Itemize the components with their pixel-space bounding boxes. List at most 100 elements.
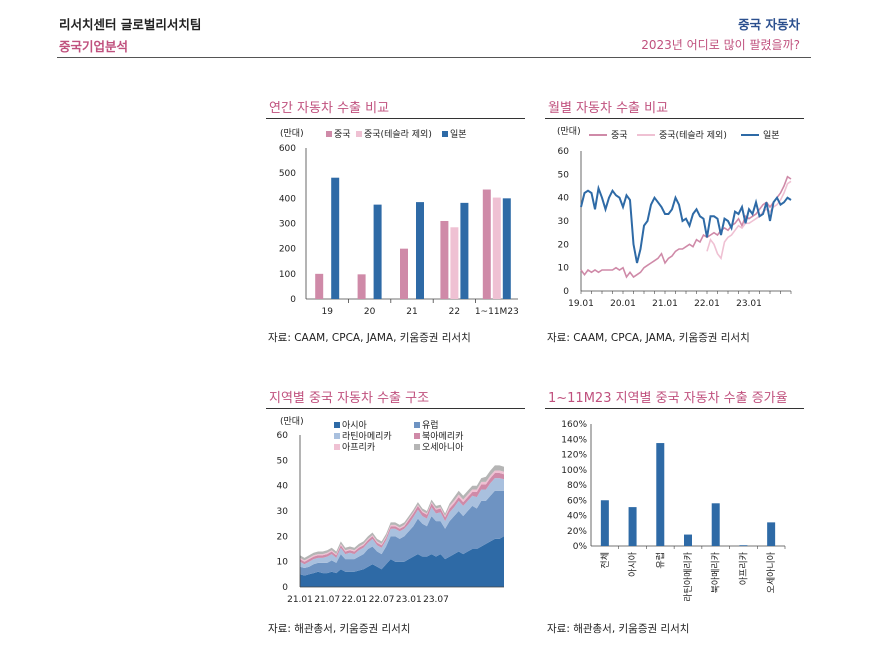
y-tick-label: 300 [279, 220, 296, 230]
bar-중국 [357, 274, 366, 299]
bar-북아메리카 [711, 503, 720, 546]
y-tick-label: 20% [567, 527, 587, 537]
bar-아프리카 [739, 545, 748, 546]
bar-일본 [502, 198, 511, 299]
legend-swatch [334, 444, 340, 450]
bar-일본 [373, 204, 382, 299]
panel3-source: 자료: 해관총서, 키움증권 리서치 [268, 623, 411, 635]
header-topic: 중국 자동차 [738, 17, 800, 32]
panel1-rule [266, 118, 525, 119]
bar-일본 [331, 177, 340, 299]
panel1-source: 자료: CAAM, CPCA, JAMA, 키움증권 리서치 [268, 332, 471, 344]
header-section: 중국기업분석 [59, 39, 129, 54]
legend-label: 중국(테슬라 제외) [659, 129, 727, 141]
line-중국(테슬라 제외) [706, 180, 792, 261]
unit-label: (만대) [557, 126, 581, 137]
y-tick-label: 0 [563, 287, 569, 297]
y-tick-label: 0 [290, 295, 296, 305]
legend-swatch [414, 422, 420, 428]
y-tick-label: 60 [277, 431, 289, 441]
line-일본 [580, 184, 792, 264]
y-tick-label: 160% [561, 420, 587, 430]
region-growth-chart: 0% 20% 40% 60% 80% 100% 120% 140% 160% 전체 아시아 유럽 라틴아… [561, 420, 786, 602]
y-tick-label: 140% [561, 435, 587, 445]
panel3-title: 지역별 중국 자동차 수출 구조 [269, 391, 430, 406]
x-tick-label: 21.01 [287, 595, 313, 605]
legend-label: 일본 [763, 130, 780, 141]
x-tick-label: 아시아 [628, 551, 639, 577]
bar-유럽 [656, 443, 665, 546]
legend-swatch [334, 433, 340, 439]
legend-label: 중국(테슬라 제외) [364, 128, 432, 140]
bar-중국 [440, 220, 449, 299]
y-tick-label: 30 [558, 217, 570, 227]
bar-아시아 [628, 507, 637, 546]
legend-swatch [356, 131, 362, 137]
header-divider [57, 57, 811, 58]
legend-swatch [334, 422, 340, 428]
y-tick-label: 10 [277, 558, 289, 568]
x-tick-label: 21.01 [652, 299, 678, 309]
y-tick-label: 10 [558, 264, 570, 274]
x-tick-label: 21.07 [314, 595, 340, 605]
legend-label: 북아메리카 [422, 431, 463, 442]
y-tick-label: 100% [561, 466, 587, 476]
panel2-title: 월별 자동차 수출 비교 [548, 101, 669, 116]
header-report-title: 2023년 어디로 많이 팔렸을까? [641, 38, 800, 52]
x-tick-label: 19.01 [568, 299, 594, 309]
x-tick-label: 22.01 [694, 299, 720, 309]
legend-swatch [414, 433, 420, 439]
y-tick-label: 120% [561, 451, 587, 461]
x-tick-label: 전체 [600, 552, 611, 569]
annual-export-chart: (만대) 0 100 200 300 400 500 600 19 20 21 22 1~11M23 중국… [279, 128, 519, 317]
legend-label: 일본 [450, 129, 467, 140]
bar-중국(테슬라 제외) [492, 197, 501, 299]
x-tick-label: 라틴아메리카 [683, 552, 694, 602]
bar-중국 [400, 248, 408, 299]
legend-swatch [414, 444, 420, 450]
legend-label: 중국 [611, 130, 628, 141]
y-tick-label: 60% [567, 496, 587, 506]
area-라틴아메리카 [300, 478, 504, 568]
y-tick-label: 50 [277, 456, 289, 466]
panel3-rule [266, 408, 525, 409]
x-tick-label: 22.07 [369, 595, 395, 605]
legend-swatch [442, 131, 448, 137]
unit-label: (만대) [280, 128, 304, 139]
y-tick-label: 20 [558, 240, 570, 250]
bar-중국 [315, 273, 324, 299]
unit-label: (만대) [280, 416, 304, 427]
x-tick-label: 20.01 [610, 299, 636, 309]
panel1-title: 연간 자동차 수출 비교 [269, 101, 390, 116]
x-tick-label: 23.01 [396, 595, 422, 605]
bar-중국(테슬라 제외) [450, 227, 459, 299]
legend-label: 아시아 [342, 420, 368, 431]
y-tick-label: 50 [558, 170, 570, 180]
bar-라틴아메리카 [684, 534, 692, 546]
legend-swatch [326, 131, 332, 137]
y-tick-label: 0% [573, 542, 588, 552]
bar-일본 [416, 202, 424, 299]
y-tick-label: 100 [279, 270, 296, 280]
legend-label: 라틴아메리카 [342, 431, 392, 442]
y-tick-label: 400 [279, 194, 296, 204]
area-아시아 [300, 536, 504, 587]
y-tick-label: 60 [558, 147, 570, 157]
monthly-export-chart: (만대) 0 10 20 30 40 50 60 19.01 20.01 21.01 22.01 23.… [557, 126, 792, 309]
x-tick-label: 1~11M23 [475, 307, 519, 317]
area-유럽 [300, 490, 504, 576]
header-team: 리서치센터 글로벌리서치팀 [59, 17, 202, 32]
bar-오세아니아 [767, 522, 776, 546]
y-tick-label: 30 [277, 507, 289, 517]
x-tick-label: 21 [406, 307, 417, 317]
y-tick-label: 80% [567, 481, 587, 491]
panel2-source: 자료: CAAM, CPCA, JAMA, 키움증권 리서치 [547, 332, 750, 344]
x-tick-label: 아프리카 [738, 552, 749, 585]
panel4-title: 1~11M23 지역별 중국 자동차 수출 증가율 [548, 391, 788, 406]
y-tick-label: 600 [279, 144, 296, 154]
x-tick-label: 23.07 [423, 595, 449, 605]
y-tick-label: 40 [277, 482, 289, 492]
panel2-rule [545, 118, 804, 119]
panel4-source: 자료: 해관총서, 키움증권 리서치 [547, 623, 690, 635]
